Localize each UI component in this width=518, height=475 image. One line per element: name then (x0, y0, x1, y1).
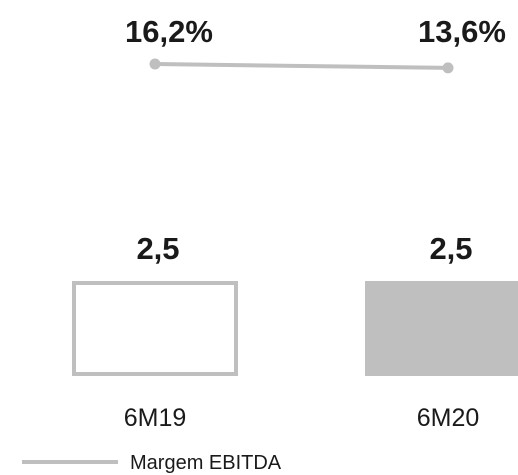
legend: Margem EBITDA (22, 452, 282, 474)
bar-layer (72, 281, 518, 376)
margin-line (154, 62, 449, 70)
category-label-6m19: 6M19 (124, 404, 187, 432)
margin-point-6m19 (149, 58, 161, 70)
margin-line-layer (149, 58, 454, 74)
bar-value-label-6m19: 2,5 (136, 231, 179, 266)
margin-value-label-6m19: 16,2% (125, 14, 213, 49)
category-label-6m20: 6M20 (417, 404, 480, 432)
bar-6m19 (72, 281, 238, 376)
bar-6m20 (365, 281, 518, 376)
margin-value-label-6m20: 13,6% (418, 14, 506, 49)
margin-point-6m20 (442, 62, 454, 74)
legend-label-margem-ebitda: Margem EBITDA (130, 452, 282, 474)
bar-value-label-6m20: 2,5 (429, 231, 472, 266)
label-layer: 16,2% 13,6% 2,5 6M19 2,5 6M20 (124, 14, 506, 432)
